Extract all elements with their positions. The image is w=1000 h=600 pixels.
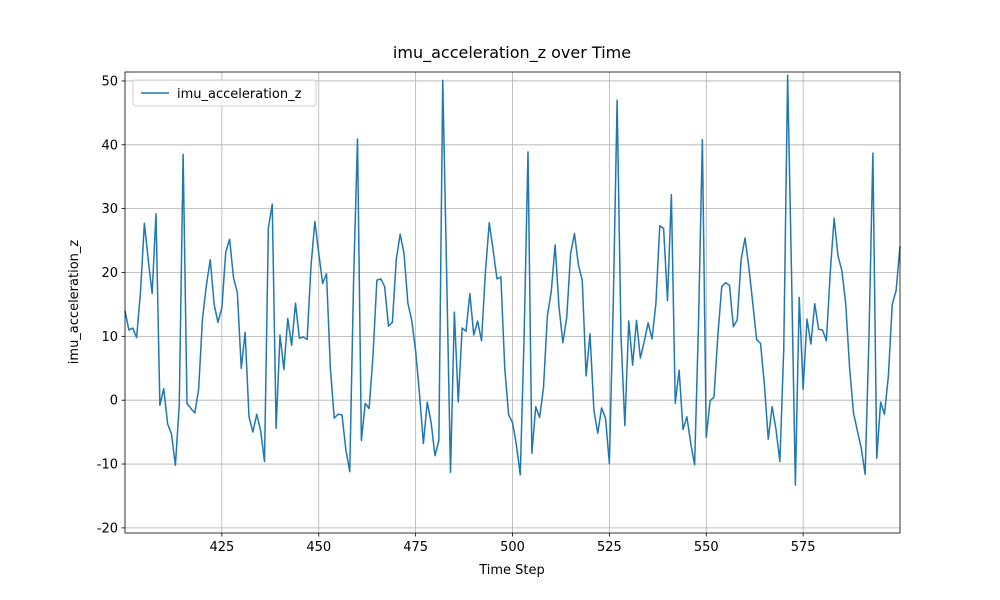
y-tick-label: 30 bbox=[101, 202, 118, 217]
plot-frame bbox=[124, 71, 901, 534]
y-tick-label: 10 bbox=[101, 330, 118, 345]
y-tick-label: 40 bbox=[101, 138, 118, 153]
y-axis-label: imu_acceleration_z bbox=[67, 240, 82, 365]
data-line bbox=[124, 74, 901, 486]
y-tick-label: -10 bbox=[97, 458, 118, 473]
legend-label: imu_acceleration_z bbox=[177, 87, 302, 102]
x-tick-label: 450 bbox=[306, 540, 331, 555]
x-tick-label: 550 bbox=[694, 540, 719, 555]
x-tick-label: 575 bbox=[791, 540, 816, 555]
chart-title: imu_acceleration_z over Time bbox=[393, 43, 631, 63]
x-tick-label: 525 bbox=[597, 540, 622, 555]
legend-box bbox=[132, 79, 317, 107]
x-tick-label: 475 bbox=[403, 540, 428, 555]
x-axis-label: Time Step bbox=[478, 563, 545, 578]
y-tick-label: 0 bbox=[110, 394, 118, 409]
x-tick-label: 500 bbox=[500, 540, 525, 555]
y-tick-label: 20 bbox=[101, 266, 118, 281]
y-tick-label: -20 bbox=[97, 521, 118, 536]
x-tick-label: 425 bbox=[209, 540, 234, 555]
y-tick-label: 50 bbox=[101, 74, 118, 89]
